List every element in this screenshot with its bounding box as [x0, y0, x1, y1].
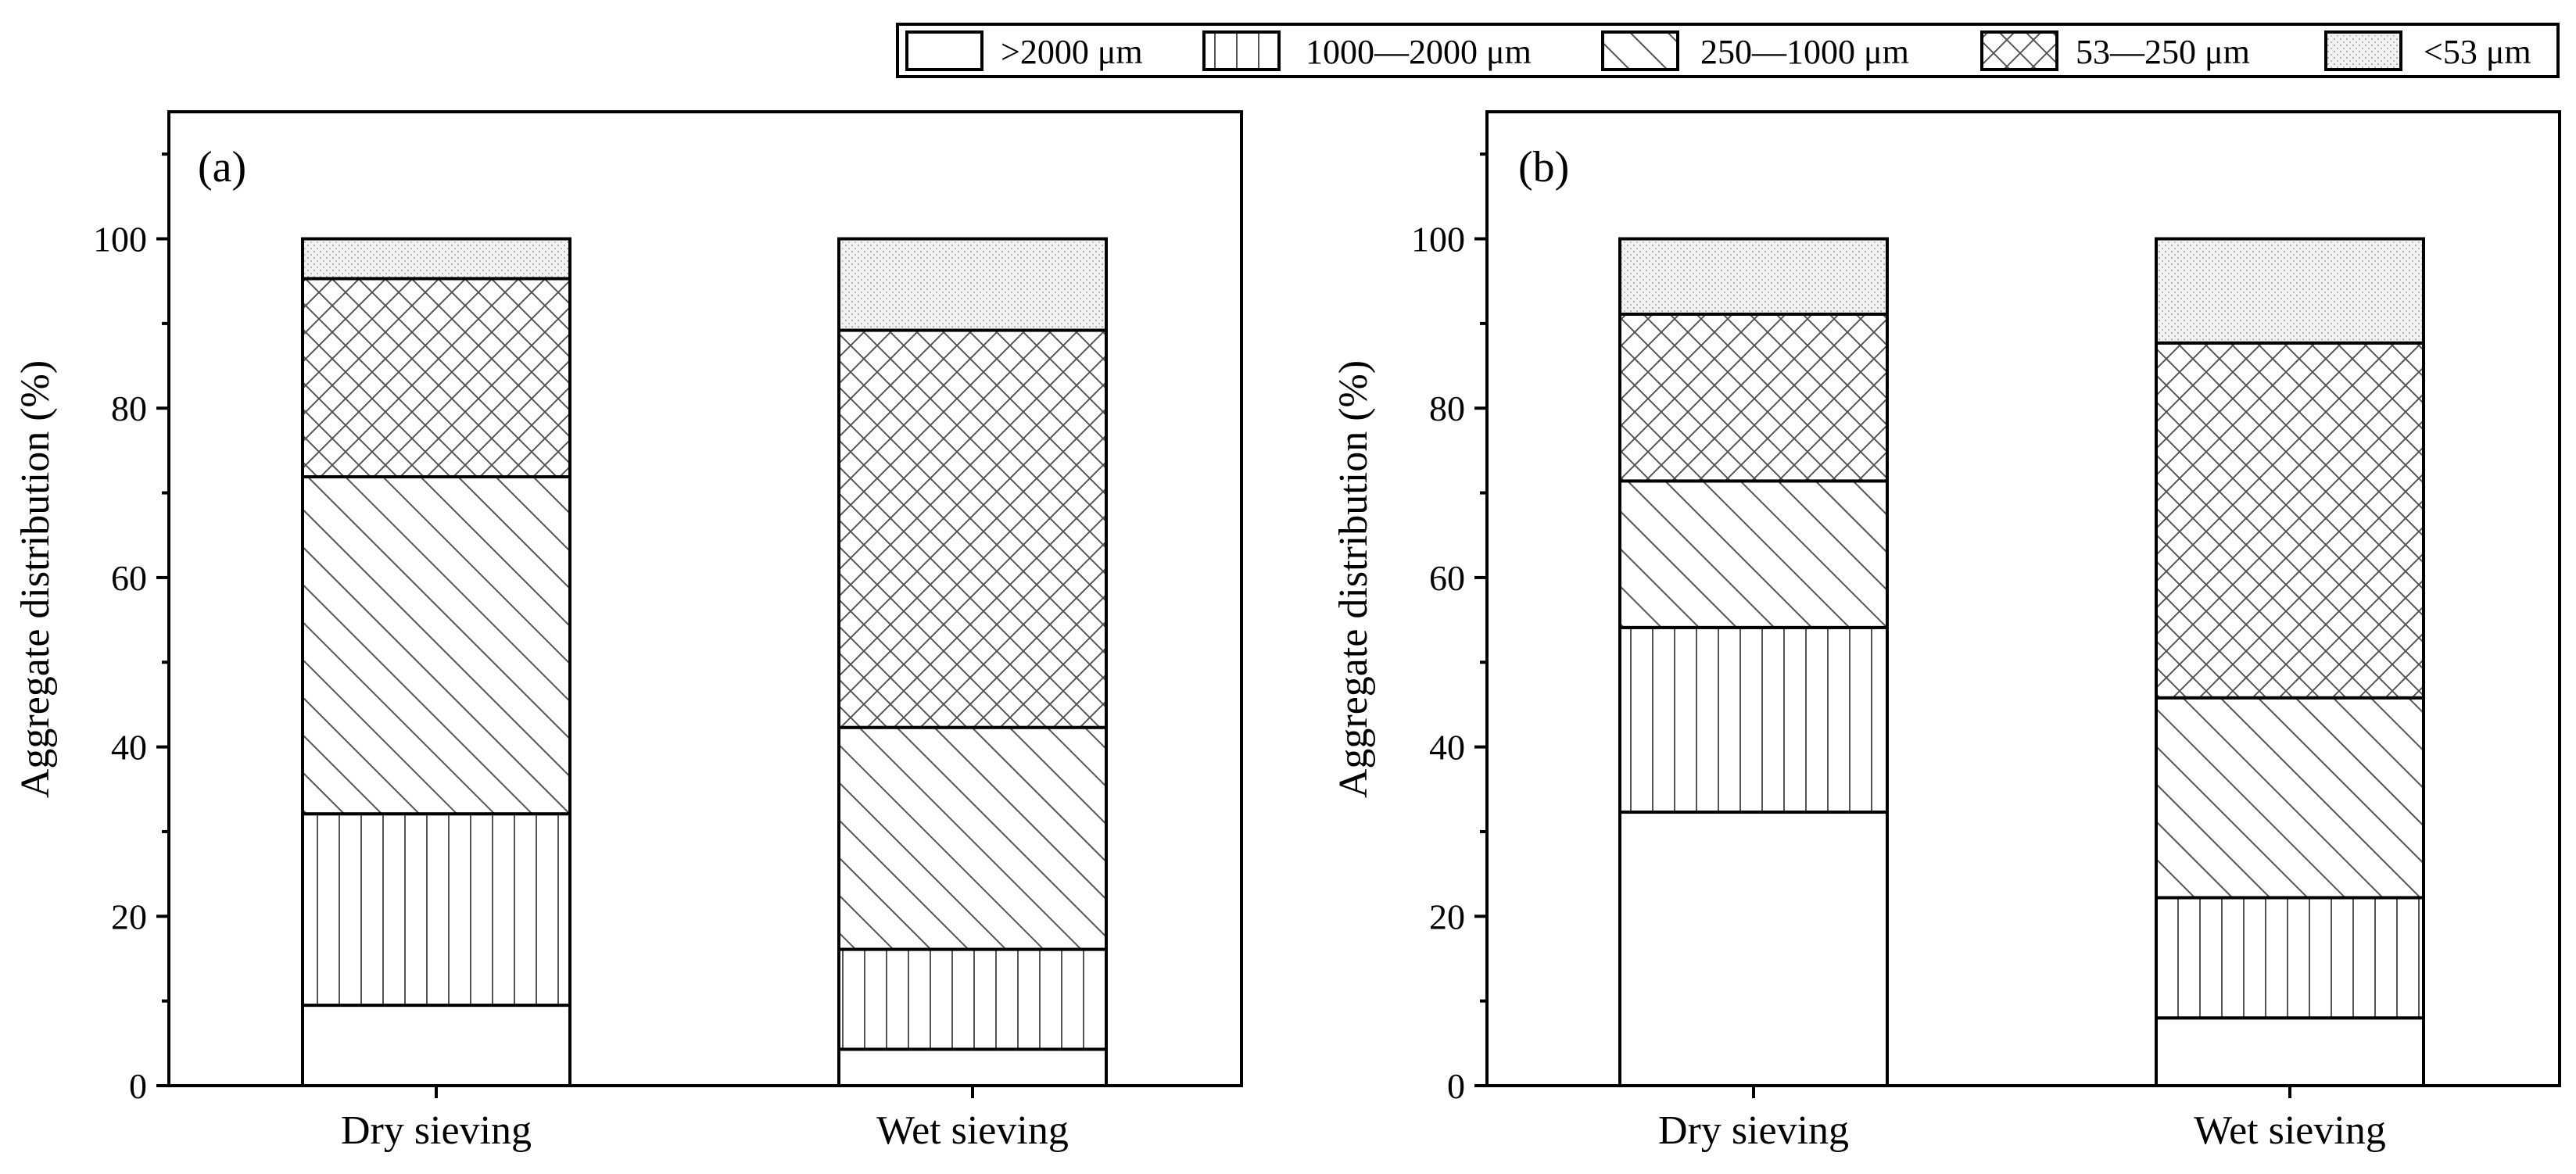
- bar-segment-1000-2000-dry: [301, 812, 571, 1008]
- chart-panel-a: (a) Aggregate distribution (%) 0 20 40 60 80…: [13, 110, 1243, 1153]
- y-tick-label: 60: [1429, 558, 1465, 598]
- bar-segment-lt53-dry: [301, 237, 571, 281]
- y-axis-title-a: Aggregate distribution (%): [13, 360, 58, 798]
- bar-segment-gt2000-dry: [301, 1004, 571, 1088]
- bar-segment-lt53-dry: [1618, 237, 1889, 316]
- legend-label-gt2000: >2000 μm: [1001, 33, 1143, 71]
- y-tick-label: 0: [1447, 1066, 1465, 1106]
- bar-segment-gt2000-dry: [1618, 811, 1889, 1087]
- y-tick-label: 80: [111, 388, 147, 428]
- legend-label-1000-2000: 1000—2000 μm: [1306, 33, 1532, 71]
- bar-segment-1000-2000-wet: [837, 947, 1108, 1051]
- x-axis-categories-a: Dry sieving Wet sieving: [341, 1086, 1069, 1153]
- bar-segment-gt2000-wet: [2155, 1016, 2425, 1088]
- bar-segment-53-250-wet: [837, 328, 1108, 729]
- bar-segment-53-250-dry: [1618, 312, 1889, 483]
- bar-segment-1000-2000-dry: [1618, 625, 1889, 814]
- legend-swatch-53-250: [1980, 30, 2058, 71]
- x-category-label: Wet sieving: [2194, 1108, 2386, 1153]
- bar-segment-250-1000-dry: [301, 474, 571, 816]
- y-axis-ticks-a: 0 20 40 60 80 100: [93, 152, 169, 1106]
- x-category-label: Wet sieving: [876, 1108, 1069, 1153]
- y-tick-label: 40: [111, 728, 147, 768]
- x-category-label: Dry sieving: [1658, 1108, 1849, 1153]
- bar-segment-gt2000-wet: [837, 1047, 1108, 1087]
- legend-label-53-250: 53—250 μm: [2076, 33, 2250, 71]
- y-tick-label: 0: [129, 1066, 147, 1106]
- legend-label-lt53: <53 μm: [2424, 33, 2531, 71]
- bar-segment-lt53-wet: [2155, 237, 2425, 345]
- x-axis-categories-b: Dry sieving Wet sieving: [1658, 1086, 2386, 1153]
- legend-swatch-lt53: [2324, 30, 2402, 71]
- bar-segment-250-1000-dry: [1618, 479, 1889, 629]
- y-tick-label: 20: [111, 897, 147, 936]
- legend-swatch-1000-2000: [1202, 30, 1281, 71]
- y-axis-title-b: Aggregate distribution (%): [1331, 360, 1376, 798]
- legend: >2000 μm 1000—2000 μm 250—1000 μm 53—250…: [896, 23, 2560, 78]
- stacked-bars-a: [301, 237, 1108, 1088]
- y-tick-label: 40: [1429, 728, 1465, 768]
- bar-segment-lt53-wet: [837, 237, 1108, 332]
- bar-segment-53-250-dry: [301, 277, 571, 478]
- bar-segment-53-250-wet: [2155, 341, 2425, 700]
- chart-panel-b: (b) Aggregate distribution (%) 0 20 40 60 80…: [1331, 110, 2561, 1153]
- plot-frame-a: [167, 110, 1243, 1087]
- x-category-label: Dry sieving: [341, 1108, 532, 1153]
- bar-segment-250-1000-wet: [2155, 696, 2425, 900]
- y-tick-label: 60: [111, 558, 147, 598]
- legend-swatch-gt2000: [905, 30, 983, 71]
- legend-swatch-250-1000: [1601, 30, 1679, 71]
- y-tick-label: 20: [1429, 897, 1465, 936]
- y-axis-ticks-b: 0 20 40 60 80 100: [1411, 152, 1487, 1106]
- y-tick-label: 100: [1411, 220, 1465, 259]
- legend-label-250-1000: 250—1000 μm: [1700, 33, 1909, 71]
- y-tick-label: 80: [1429, 388, 1465, 428]
- y-tick-label: 100: [93, 220, 147, 259]
- bar-segment-1000-2000-wet: [2155, 896, 2425, 1020]
- bar-segment-250-1000-wet: [837, 725, 1108, 951]
- panel-label-b: (b): [1518, 143, 1569, 191]
- stacked-bars-b: [1618, 237, 2425, 1088]
- legend-frame: [896, 23, 2560, 78]
- plot-frame-b: [1485, 110, 2561, 1087]
- panel-label-a: (a): [198, 143, 246, 191]
